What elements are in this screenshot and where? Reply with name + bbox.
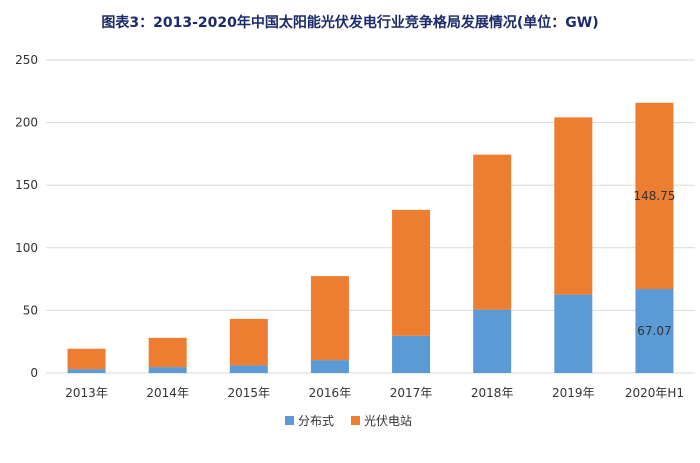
bar-segment-distributed (310, 360, 349, 373)
bar-segment-distributed (148, 367, 187, 373)
bar-segment-distributed (67, 369, 106, 373)
bar-segment-utility (67, 348, 106, 370)
bar-segment-distributed (554, 294, 593, 373)
data-label: 148.75 (633, 189, 675, 203)
bar-segment-utility (392, 209, 431, 336)
y-tick-label: 250 (15, 53, 38, 67)
legend-label: 光伏电站 (364, 414, 412, 428)
legend-swatch (351, 416, 360, 425)
chart-title: 图表3：2013-2020年中国太阳能光伏发电行业竞争格局发展情况(单位：GW) (101, 15, 599, 31)
bar-segment-utility (310, 276, 349, 361)
x-tick-label: 2017年 (390, 386, 433, 400)
bar-segment-distributed (229, 365, 268, 373)
x-tick-label: 2015年 (228, 386, 271, 400)
bar-segment-utility (554, 117, 593, 295)
bar-segment-distributed (635, 289, 674, 373)
x-tick-label: 2019年 (552, 386, 595, 400)
stacked-bar-chart: 0 50 100 150 200 250 2013年 2014年 2015年 2016年 2017年… (15, 53, 695, 428)
bar-segment-utility (148, 337, 187, 368)
y-tick-label: 150 (15, 178, 38, 192)
legend-swatch (285, 416, 294, 425)
bar-segment-utility (635, 102, 674, 290)
x-tick-label: 2018年 (471, 386, 514, 400)
bar-segment-utility (473, 154, 512, 310)
legend-label: 分布式 (298, 414, 334, 428)
y-tick-label: 100 (15, 241, 38, 255)
x-tick-label: 2014年 (146, 386, 189, 400)
x-tick-label: 2013年 (65, 386, 108, 400)
bar-segment-distributed (473, 309, 512, 373)
y-tick-label: 50 (23, 303, 38, 317)
data-label: 67.07 (637, 324, 671, 338)
y-tick-label: 200 (15, 116, 38, 130)
y-tick-label: 0 (30, 366, 38, 380)
x-tick-label: 2016年 (309, 386, 352, 400)
bar-segment-utility (229, 318, 268, 366)
bar-segment-distributed (392, 335, 431, 373)
x-tick-label: 2020年H1 (625, 386, 684, 400)
